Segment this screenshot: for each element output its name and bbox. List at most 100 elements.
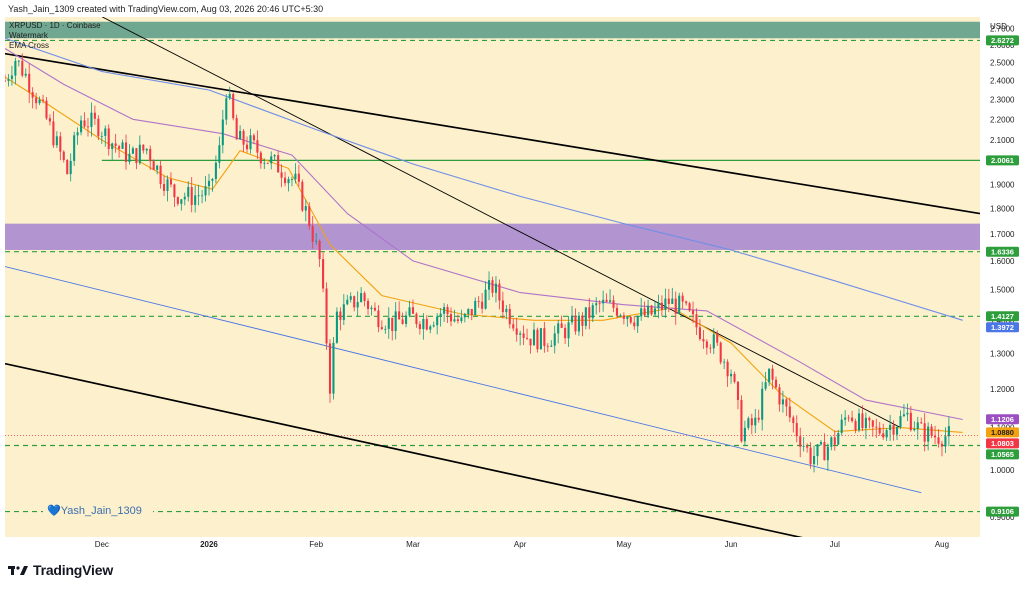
candle-body — [45, 100, 48, 119]
candle — [443, 303, 446, 322]
candle — [263, 158, 266, 170]
candle-body — [183, 196, 186, 200]
price-badge-label: 2.6272 — [991, 36, 1014, 45]
candle — [664, 288, 667, 318]
candle-body — [21, 60, 24, 76]
candle-body — [239, 130, 242, 140]
price-badge: 1.3972 — [986, 322, 1019, 333]
candle-body — [453, 319, 456, 322]
candle — [52, 111, 55, 148]
candle-body — [339, 311, 342, 320]
candle-body — [166, 179, 169, 191]
candle — [284, 171, 287, 187]
candle-body — [156, 165, 159, 170]
candle — [145, 148, 148, 155]
candle-body — [443, 307, 446, 314]
candle — [190, 177, 193, 213]
candle-body — [284, 177, 287, 184]
candle — [366, 298, 370, 315]
candle-body — [235, 118, 238, 140]
candle-body — [674, 298, 677, 314]
candle — [574, 308, 577, 335]
candle — [142, 144, 145, 154]
candle — [643, 301, 646, 317]
price-badge-label: 2.0061 — [991, 156, 1014, 165]
candle-body — [287, 179, 290, 184]
candle-body — [889, 424, 892, 431]
candle-body — [315, 240, 318, 242]
candle-body — [76, 132, 79, 136]
candle-body — [308, 206, 311, 227]
candle-body — [875, 426, 878, 428]
candle — [242, 128, 245, 152]
candle — [619, 313, 622, 318]
candle-body — [660, 302, 663, 310]
candle-body — [121, 142, 124, 149]
candle-body — [816, 444, 819, 457]
candle — [539, 328, 542, 350]
candle-body — [823, 442, 826, 461]
ma-line-sma_long — [4, 37, 963, 321]
candle-body — [847, 417, 850, 419]
candle — [256, 130, 259, 159]
candle — [373, 302, 376, 312]
price-tick: 1.6000 — [990, 257, 1015, 266]
candle-body — [322, 259, 325, 289]
candle — [615, 303, 619, 319]
candle — [370, 305, 373, 316]
candle-body — [740, 399, 743, 442]
candle — [588, 298, 591, 330]
candle-body — [595, 303, 598, 306]
candle-body — [539, 328, 542, 350]
candle-body — [546, 345, 549, 347]
price-tick: 1.5000 — [990, 286, 1015, 295]
candle — [31, 87, 34, 109]
candle-body — [214, 162, 217, 179]
zone-0 — [5, 21, 980, 39]
chart-svg[interactable]: XRPUSD · 1D · Coinbase Watermark EMA Cro… — [3, 0, 1020, 552]
candle — [180, 199, 183, 211]
candle-body — [678, 295, 681, 314]
candle-body — [194, 195, 197, 205]
candle — [626, 315, 629, 327]
candle-body — [747, 418, 750, 428]
candle — [138, 135, 141, 165]
candle — [384, 325, 387, 334]
candle — [851, 410, 854, 423]
candle — [436, 313, 439, 335]
candle-body — [934, 435, 937, 438]
candle — [214, 155, 217, 184]
candle-body — [218, 145, 221, 163]
candle-body — [726, 361, 729, 377]
candle — [97, 115, 100, 141]
candle — [899, 410, 902, 430]
candle — [674, 291, 677, 325]
price-tick: 0.9000 — [990, 513, 1015, 522]
candle — [152, 159, 155, 170]
chart-caption: Yash_Jain_1309 created with TradingView.… — [8, 4, 324, 14]
candle — [816, 444, 819, 466]
price-chart[interactable]: XRPUSD · 1D · Coinbase Watermark EMA Cro… — [3, 0, 1020, 552]
candle — [557, 319, 560, 344]
candle — [609, 289, 612, 304]
candle-body — [923, 423, 926, 442]
candle-body — [577, 315, 580, 332]
candle-body — [819, 442, 822, 445]
watermark-text: 💙Yash_Jain_1309 — [47, 504, 142, 517]
candle-body — [405, 315, 408, 324]
price-badge-bg — [986, 311, 1019, 322]
candle-body — [612, 300, 615, 308]
candle-body — [591, 305, 594, 319]
candle-body — [456, 319, 459, 322]
candle-body — [633, 322, 636, 327]
candle-body — [937, 437, 940, 444]
candle-body — [380, 327, 383, 329]
candle — [114, 133, 117, 153]
candle-body — [66, 160, 69, 175]
price-tick: 2.1000 — [990, 136, 1015, 145]
candle — [118, 144, 121, 158]
author-watermark: 💙Yash_Jain_1309 — [43, 502, 153, 518]
candle — [290, 176, 294, 187]
candle-body — [449, 314, 453, 322]
candle — [543, 321, 546, 353]
